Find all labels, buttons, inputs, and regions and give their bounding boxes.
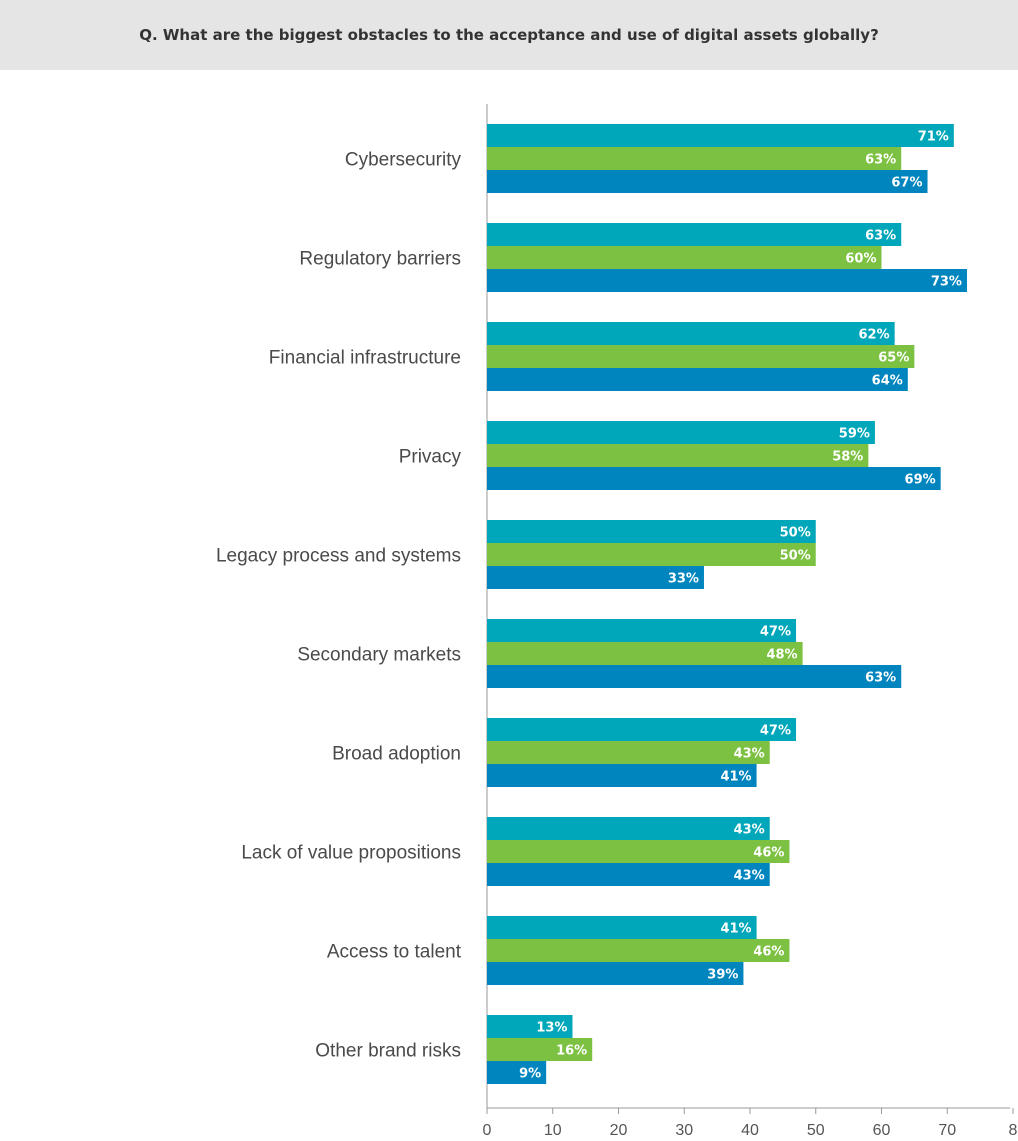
bar — [487, 124, 954, 147]
bar-value-label: 69% — [905, 473, 936, 488]
x-tick-label: 60 — [873, 1122, 891, 1139]
bar-value-label: 48% — [766, 648, 797, 663]
bar-value-label: 64% — [872, 374, 903, 389]
bar — [487, 147, 902, 170]
category-label: Cybersecurity — [345, 150, 462, 171]
x-tick-label: 0 — [483, 1122, 492, 1139]
bar — [487, 718, 797, 741]
bar-value-label: 67% — [891, 176, 922, 191]
bar — [487, 1038, 593, 1061]
bar-value-label: 63% — [865, 671, 896, 686]
bar — [487, 619, 797, 642]
bar-value-label: 43% — [734, 869, 765, 884]
x-tick-label: 70 — [938, 1122, 956, 1139]
bar-value-label: 73% — [931, 275, 962, 290]
bar — [487, 444, 869, 467]
category-label: Regulatory barriers — [299, 249, 461, 270]
category-label: Broad adoption — [332, 744, 461, 765]
bar-value-label: 33% — [668, 572, 699, 587]
bar — [487, 962, 744, 985]
bar — [487, 368, 908, 391]
question-title: Q. What are the biggest obstacles to the… — [139, 26, 879, 44]
bar — [487, 1061, 547, 1084]
x-tick-label: 10 — [544, 1122, 562, 1139]
bar — [487, 863, 770, 886]
bar — [487, 817, 770, 840]
bar — [487, 840, 790, 863]
bar-value-label: 47% — [760, 724, 791, 739]
bar-value-label: 50% — [780, 526, 811, 541]
bar-value-label: 71% — [918, 130, 949, 145]
bar-value-label: 63% — [865, 153, 896, 168]
bar-value-label: 39% — [707, 968, 738, 983]
bar — [487, 246, 882, 269]
bar — [487, 665, 902, 688]
bar-value-label: 65% — [878, 351, 909, 366]
bar-value-label: 41% — [720, 770, 751, 785]
x-tick-label: 8 — [1009, 1122, 1018, 1139]
bar-value-label: 43% — [734, 747, 765, 762]
question-banner: Q. What are the biggest obstacles to the… — [0, 0, 1018, 70]
category-label: Other brand risks — [315, 1041, 461, 1062]
bar — [487, 642, 803, 665]
bar — [487, 322, 895, 345]
category-label: Privacy — [399, 447, 462, 468]
bar — [487, 916, 757, 939]
bar-value-label: 16% — [556, 1044, 587, 1059]
category-label: Financial infrastructure — [269, 348, 461, 369]
bar — [487, 939, 790, 962]
bar — [487, 1015, 573, 1038]
bar — [487, 467, 941, 490]
bar-value-label: 60% — [845, 252, 876, 267]
bar — [487, 566, 704, 589]
bar — [487, 764, 757, 787]
bar-value-label: 46% — [753, 945, 784, 960]
category-label: Access to talent — [327, 942, 462, 963]
bar — [487, 543, 816, 566]
bar-value-label: 58% — [832, 450, 863, 465]
bar-value-label: 50% — [780, 549, 811, 564]
bar-value-label: 46% — [753, 846, 784, 861]
bar-value-label: 62% — [859, 328, 890, 343]
bar-value-label: 47% — [760, 625, 791, 640]
category-label: Secondary markets — [297, 645, 461, 666]
bar-value-label: 63% — [865, 229, 896, 244]
bar — [487, 170, 928, 193]
bar — [487, 269, 967, 292]
x-tick-label: 40 — [741, 1122, 759, 1139]
x-tick-label: 50 — [807, 1122, 825, 1139]
x-tick-label: 30 — [675, 1122, 693, 1139]
category-label: Lack of value propositions — [241, 843, 461, 864]
bar — [487, 741, 770, 764]
bar — [487, 520, 816, 543]
bar-value-label: 59% — [839, 427, 870, 442]
category-label: Legacy process and systems — [216, 546, 461, 567]
bar-value-label: 43% — [734, 823, 765, 838]
bar — [487, 421, 875, 444]
bar — [487, 223, 902, 246]
x-tick-label: 20 — [610, 1122, 628, 1139]
bar — [487, 345, 915, 368]
bar-value-label: 9% — [519, 1067, 541, 1082]
bar-value-label: 41% — [720, 922, 751, 937]
bar-value-label: 13% — [536, 1021, 567, 1036]
